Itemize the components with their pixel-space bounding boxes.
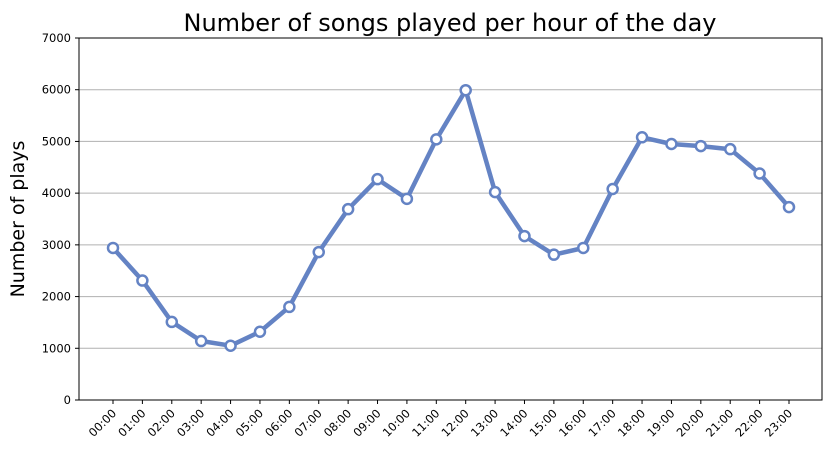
data-point (753, 167, 766, 180)
axes (75, 37, 823, 404)
x-tick-label: 20:00 (674, 406, 707, 439)
data-point (547, 248, 561, 261)
x-tick-label: 04:00 (203, 406, 236, 439)
x-tick-label: 08:00 (321, 406, 354, 439)
x-tick-label: 18:00 (615, 406, 648, 439)
y-tick-label: 7000 (42, 31, 71, 45)
data-point (694, 139, 708, 153)
x-tick-label: 22:00 (732, 406, 765, 439)
x-tick-label: 03:00 (174, 406, 207, 439)
x-tick-label: 15:00 (527, 406, 560, 439)
data-point (606, 182, 619, 196)
data-point (253, 325, 267, 338)
x-tick-label: 05:00 (233, 406, 266, 439)
data-point (165, 315, 179, 329)
data-point (518, 229, 531, 243)
x-tick-label: 17:00 (585, 406, 618, 439)
y-tick-label: 5000 (42, 134, 71, 148)
x-tick-label: 14:00 (497, 406, 530, 439)
data-point (194, 334, 208, 348)
data-point (371, 172, 384, 186)
y-tick-label: 2000 (42, 290, 71, 304)
x-tick-label: 13:00 (468, 406, 501, 439)
x-tick-label: 02:00 (145, 406, 178, 439)
data-point (341, 202, 355, 216)
data-point (782, 200, 796, 214)
data-series (110, 87, 792, 348)
x-tick-label: 23:00 (762, 406, 795, 439)
data-point (430, 133, 443, 146)
data-point (635, 131, 649, 144)
y-tick-label: 3000 (42, 238, 71, 252)
data-point (488, 185, 502, 199)
y-tick-label: 4000 (42, 186, 71, 200)
grid-lines (79, 89, 822, 349)
data-point (106, 241, 120, 255)
data-point (459, 83, 472, 97)
y-tick-label: 0 (64, 393, 71, 407)
y-tick-labels: 0 1000 2000 3000 4000 5000 6000 7000 (42, 31, 71, 407)
y-axis-label: Number of plays (7, 141, 29, 298)
x-tick-label: 12:00 (438, 406, 471, 439)
data-point (283, 300, 296, 314)
x-tick-label: 00:00 (86, 406, 119, 439)
data-point (400, 192, 414, 206)
x-tick-label: 09:00 (350, 406, 383, 439)
series-line (110, 87, 792, 348)
x-tick-label: 19:00 (644, 406, 677, 439)
x-tick-label: 21:00 (703, 406, 736, 439)
data-markers (106, 83, 796, 352)
plot-frame (78, 37, 823, 401)
data-point (577, 241, 590, 255)
y-tick-label: 1000 (42, 341, 71, 355)
x-tick-label: 16:00 (556, 406, 589, 439)
data-point (224, 339, 237, 352)
x-tick-label: 07:00 (292, 406, 325, 439)
data-point (136, 274, 149, 287)
x-tick-label: 01:00 (115, 406, 148, 439)
data-point (665, 137, 678, 151)
chart-title: Number of songs played per hour of the d… (183, 9, 716, 37)
x-tick-label: 11:00 (409, 406, 442, 439)
data-point (312, 245, 325, 259)
y-tick-label: 6000 (42, 83, 71, 97)
data-point (723, 142, 737, 156)
x-tick-label: 06:00 (262, 406, 295, 439)
x-tick-label: 10:00 (380, 406, 413, 439)
x-tick-labels: 00:0001:0002:0003:0004:0005:0006:0007:00… (86, 406, 795, 439)
